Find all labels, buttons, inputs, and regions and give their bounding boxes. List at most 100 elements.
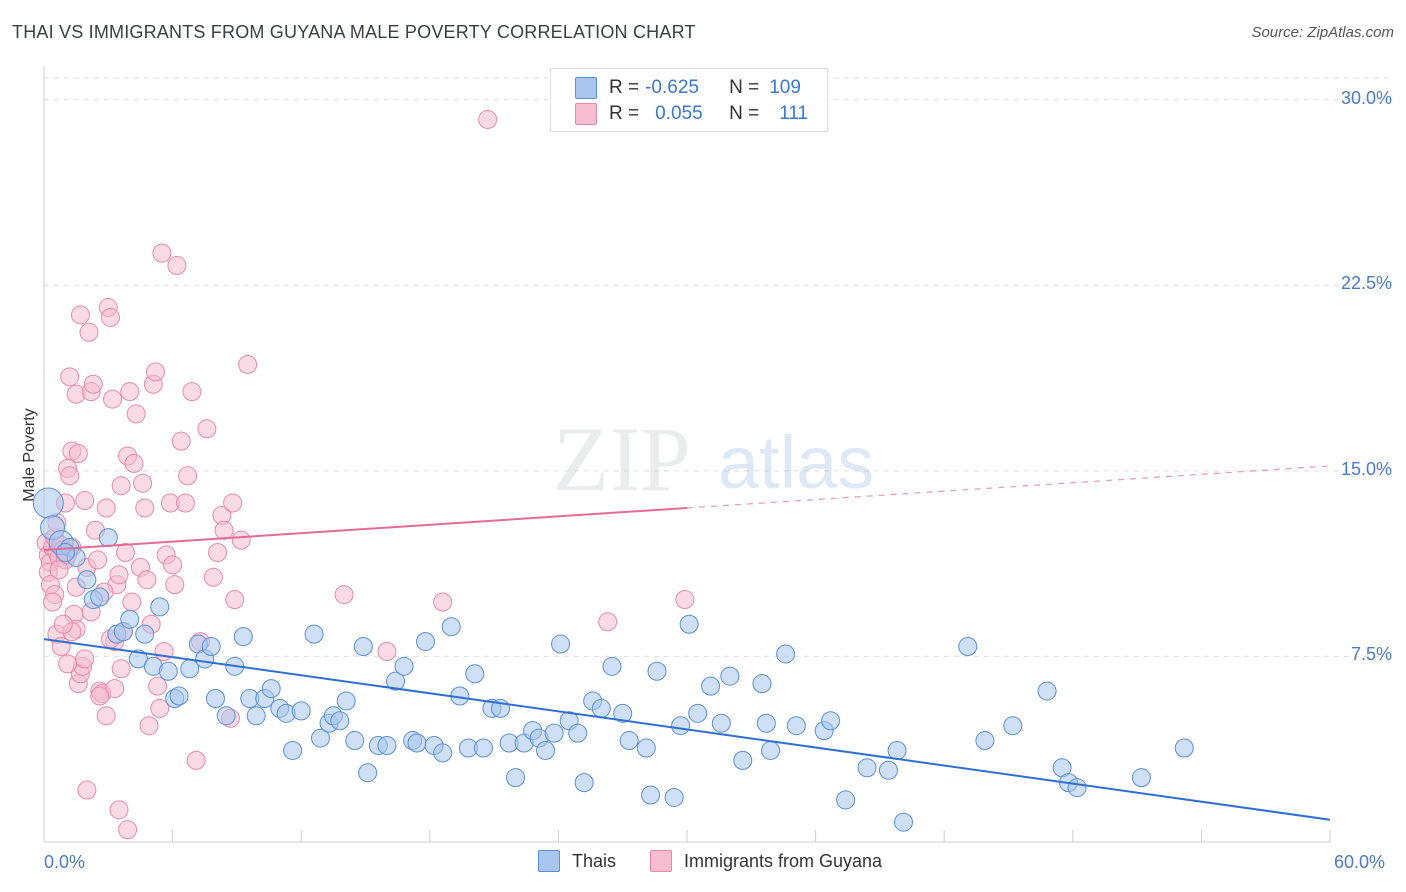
thais-point (619, 731, 639, 751)
thais-point (701, 676, 721, 696)
thais-trend-line (43, 638, 1331, 821)
thais-point (32, 487, 64, 519)
x-tick-min: 0.0% (44, 852, 86, 872)
guyana-point (133, 473, 153, 493)
legend-n-value: 109 (769, 77, 801, 98)
thais-point (711, 713, 731, 733)
thais-point (1067, 778, 1087, 798)
thais-point (887, 740, 907, 760)
guyana-point (178, 466, 198, 486)
thais-point (394, 656, 414, 676)
guyana-point (334, 585, 354, 605)
thais-point (688, 703, 708, 723)
thais-point (291, 701, 311, 721)
thais-point (310, 728, 330, 748)
thais-point (158, 661, 178, 681)
thais-point (679, 614, 699, 634)
thais-point (893, 812, 913, 832)
thais-point (330, 711, 350, 731)
guyana-point (111, 476, 131, 496)
legend-swatch-guyana (575, 103, 597, 125)
guyana-point (75, 649, 95, 669)
thais-point (358, 763, 378, 783)
guyana-point (124, 453, 144, 473)
thais-point (98, 528, 118, 548)
thais-point (205, 688, 225, 708)
x-tick-max: 60.0% (1334, 852, 1386, 872)
guyana-point (231, 530, 251, 550)
thais-point (647, 661, 667, 681)
guyana-point (171, 431, 191, 451)
guyana-point (103, 389, 123, 409)
thais-point (551, 634, 571, 654)
guyana-point (60, 466, 80, 486)
thais-point (441, 617, 461, 637)
thais-point (544, 723, 564, 743)
guyana-trend-line (43, 506, 688, 552)
bottom-legend-guyana: Immigrants from Guyana (650, 850, 882, 872)
guyana-point (175, 493, 195, 513)
thais-point (304, 624, 324, 644)
guyana-point (478, 109, 498, 129)
thais-point (377, 736, 397, 755)
guyana-point (115, 543, 135, 562)
thais-point (821, 711, 841, 731)
guyana-point (70, 305, 90, 325)
guyana-point (225, 590, 245, 610)
guyana-point (60, 367, 80, 387)
guyana-point (122, 592, 142, 612)
legend-row-thais: R = -0.625 N = 109 (575, 76, 801, 100)
thais-point (536, 740, 556, 760)
thais-point (90, 587, 110, 607)
thais-point (975, 731, 995, 751)
thais-point (1131, 768, 1151, 788)
legend-n-label: N = (729, 103, 760, 124)
guyana-point (182, 382, 202, 402)
thais-point (786, 716, 806, 736)
source-label: Source: ZipAtlas.com (1251, 24, 1394, 41)
guyana-point (83, 374, 103, 394)
trend-lines (43, 465, 1331, 821)
thais-point (752, 674, 772, 694)
guyana-point (675, 590, 695, 610)
guyana-point (203, 567, 223, 587)
thais-point (664, 787, 684, 807)
thais-point (761, 740, 781, 760)
thais-point (671, 716, 691, 736)
thais-point (261, 679, 281, 699)
guyana-point (77, 780, 97, 800)
thais-point (128, 649, 148, 669)
guyana-point (137, 570, 157, 590)
guyana-point (433, 592, 453, 612)
y-tick-label: 22.5% (1340, 273, 1392, 294)
guyana-point (152, 243, 172, 263)
thais-point (135, 624, 155, 644)
guyana-point (214, 520, 234, 540)
axes (43, 66, 1331, 843)
watermark-atlas: atlas (718, 421, 874, 504)
thais-point (246, 706, 266, 726)
guyana-point (43, 592, 63, 612)
guyana-point (88, 550, 108, 570)
legend-n-value: 111 (779, 103, 809, 124)
thais-point (386, 671, 406, 691)
thais-point (1003, 716, 1023, 736)
guyana-point (150, 698, 170, 718)
thais-point (641, 785, 661, 805)
thais-point (836, 790, 856, 810)
thais-point (1037, 681, 1057, 701)
thais-point (720, 666, 740, 686)
thais-point (465, 664, 485, 684)
thais-point (283, 740, 303, 760)
thais-point (506, 768, 526, 788)
guyana-point (109, 565, 129, 585)
guyana-point (96, 498, 116, 518)
legend-r-label: R = (609, 103, 640, 124)
y-tick-label: 15.0% (1340, 458, 1392, 479)
legend-r-value: -0.625 (645, 77, 699, 98)
guyana-point (79, 322, 99, 342)
guyana-point (135, 498, 155, 518)
thais-point (613, 703, 633, 723)
thais-point (857, 758, 877, 778)
guyana-point (90, 686, 110, 706)
